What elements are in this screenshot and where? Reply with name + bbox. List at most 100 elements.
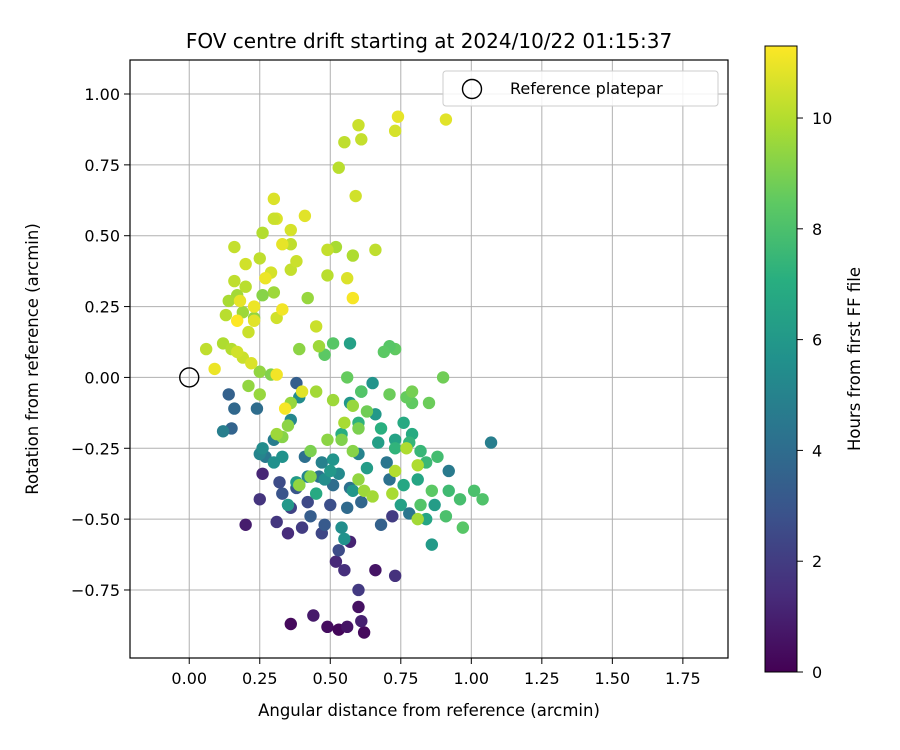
y-tick-label: 0.00 <box>84 368 120 387</box>
data-point <box>298 209 312 223</box>
data-point <box>247 314 261 327</box>
data-point <box>281 527 295 540</box>
data-point <box>439 510 453 523</box>
data-point <box>222 388 235 401</box>
data-point <box>340 620 354 634</box>
data-point <box>400 442 413 455</box>
data-point <box>239 518 252 531</box>
data-point <box>253 493 266 506</box>
data-point <box>332 544 345 557</box>
data-point <box>290 255 303 268</box>
data-point <box>425 538 439 551</box>
data-point <box>360 405 374 418</box>
data-point <box>428 498 441 512</box>
data-point <box>256 467 269 480</box>
data-point <box>295 521 309 534</box>
data-point <box>307 609 320 622</box>
y-axis-ticks: −0.75 −0.50 −0.25 0.00 0.25 0.50 0.75 1.00 <box>71 85 130 600</box>
data-point <box>239 257 252 271</box>
data-point <box>293 342 306 356</box>
data-point <box>388 569 402 583</box>
data-point <box>335 433 348 446</box>
x-axis-label: Angular distance from reference (arcmin) <box>258 701 600 720</box>
data-point <box>372 436 385 449</box>
data-point <box>256 226 269 240</box>
data-point <box>414 444 427 458</box>
data-point <box>253 388 266 401</box>
data-point <box>476 493 489 506</box>
x-tick-label: 0.50 <box>312 669 348 688</box>
y-tick-label: −0.25 <box>71 439 120 458</box>
data-point <box>301 495 314 509</box>
y-tick-label: −0.50 <box>71 510 120 529</box>
data-point <box>309 385 323 398</box>
reference-platepar-marker <box>179 367 200 388</box>
data-point <box>355 495 368 509</box>
colorbar-tick-label: 10 <box>812 109 832 128</box>
data-point <box>304 470 317 483</box>
y-tick-label: 0.75 <box>84 156 120 175</box>
data-point <box>295 385 309 398</box>
data-point <box>315 456 329 469</box>
data-point <box>267 212 281 225</box>
data-point <box>267 456 281 469</box>
data-point <box>352 600 365 614</box>
data-point <box>380 456 393 469</box>
data-point <box>397 416 410 429</box>
data-point <box>346 399 360 412</box>
data-point <box>340 501 354 514</box>
data-point <box>425 484 439 497</box>
data-point <box>273 476 286 489</box>
data-point <box>388 464 402 478</box>
data-point <box>270 515 283 529</box>
data-point <box>276 303 289 316</box>
legend: Reference platepar <box>442 70 719 107</box>
data-point <box>355 133 368 146</box>
colorbar <box>764 45 798 673</box>
data-point <box>228 402 241 415</box>
data-point <box>484 436 498 449</box>
data-point <box>442 484 455 497</box>
data-point <box>284 223 297 237</box>
data-point <box>436 371 450 384</box>
data-point <box>267 192 281 206</box>
x-tick-label: 1.00 <box>453 669 489 688</box>
data-point <box>431 450 444 463</box>
data-point <box>242 379 255 393</box>
data-point <box>230 345 244 359</box>
data-point <box>357 626 371 639</box>
y-tick-label: 1.00 <box>84 85 120 104</box>
data-point <box>304 444 317 458</box>
data-point <box>276 487 289 500</box>
data-point <box>247 300 261 313</box>
data-point <box>383 388 396 401</box>
colorbar-label: Hours from first FF file <box>845 267 864 451</box>
data-point <box>338 416 351 429</box>
data-point <box>391 110 405 123</box>
grid-lines <box>130 60 728 658</box>
data-point <box>338 532 351 546</box>
data-point <box>355 614 368 628</box>
data-point <box>281 419 295 432</box>
data-point <box>253 365 266 378</box>
data-point <box>284 617 297 631</box>
data-point <box>335 521 348 534</box>
data-point <box>338 563 351 577</box>
data-point <box>349 189 362 203</box>
data-point <box>219 308 233 322</box>
data-point <box>405 385 419 398</box>
data-point <box>230 314 244 327</box>
data-point <box>411 459 424 472</box>
data-point <box>352 583 365 597</box>
data-point <box>304 510 317 523</box>
data-point <box>222 294 235 308</box>
data-point <box>442 464 455 478</box>
data-point <box>374 518 388 531</box>
data-point <box>346 249 360 262</box>
data-point <box>270 368 283 381</box>
data-point <box>318 518 331 531</box>
data-point <box>388 124 402 138</box>
data-point <box>245 357 258 370</box>
data-point <box>352 473 365 486</box>
